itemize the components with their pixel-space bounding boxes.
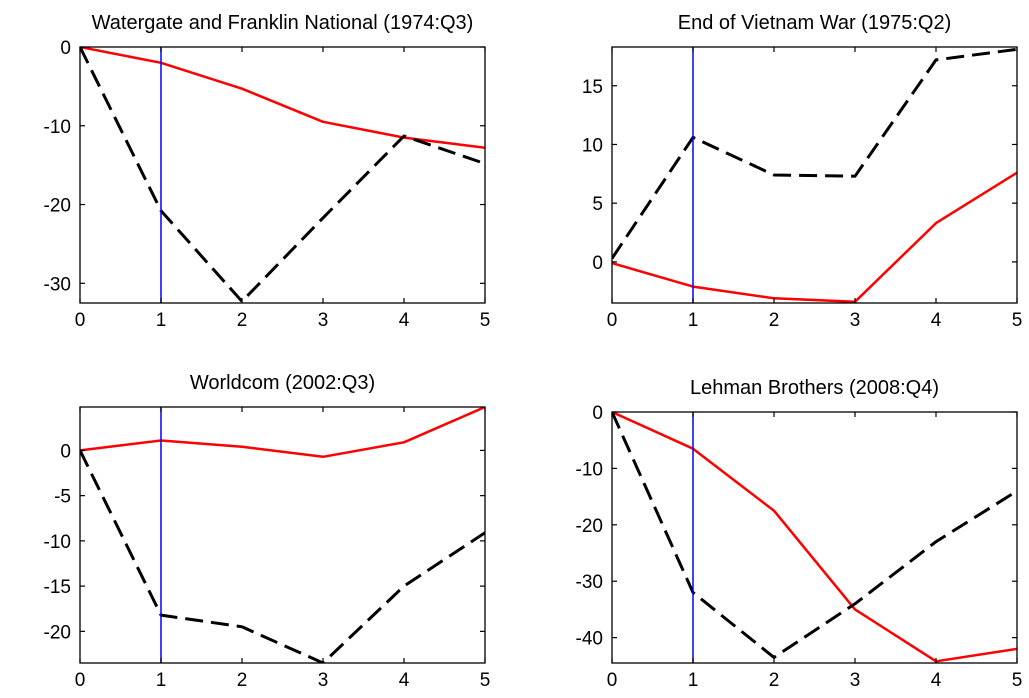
panel-lehman: Lehman Brothers (2008:Q4) 0 1 2 3 4 5 0 -10 -20 -3… [576, 377, 1023, 691]
vietnam-ytick-label: 10 [582, 135, 603, 156]
vietnam-xtick-label: 2 [769, 310, 780, 331]
vietnam-series-red-line [612, 171, 1017, 303]
lehman-xtick-label: 5 [1012, 670, 1023, 691]
watergate-series-black-line [80, 47, 485, 303]
worldcom-ytick-label: -20 [44, 622, 71, 643]
worldcom-xtick-label: 2 [237, 670, 248, 691]
lehman-xtick-label: 4 [931, 670, 942, 691]
lehman-xtick-label: 2 [769, 670, 780, 691]
lehman-axes-box [611, 411, 1018, 664]
vietnam-title: End of Vietnam War (1975:Q2) [678, 12, 951, 34]
watergate-axes-box [79, 46, 486, 304]
lehman-xtick-label: 0 [607, 670, 618, 691]
worldcom-series-red-line [80, 407, 485, 459]
lehman-ytick-label: -10 [576, 459, 603, 480]
panel-watergate: Watergate and Franklin National (1974:Q3… [44, 12, 491, 331]
worldcom-ytick-label: -10 [44, 532, 71, 553]
vietnam-ytick-label: 15 [582, 77, 603, 98]
vietnam-xtick-label: 1 [688, 310, 699, 331]
vietnam-xtick-label: 3 [850, 310, 861, 331]
lehman-series-black-line [612, 412, 1017, 659]
worldcom-xtick-label: 0 [75, 670, 86, 691]
vietnam-xtick-label: 5 [1012, 310, 1023, 331]
vietnam-xtick-label: 0 [607, 310, 618, 331]
watergate-xtick-label: 1 [156, 310, 167, 331]
worldcom-xtick-label: 5 [480, 670, 491, 691]
lehman-ytick-label: -30 [576, 572, 603, 593]
lehman-xtick-label: 3 [850, 670, 861, 691]
panel-worldcom: Worldcom (2002:Q3) 0 1 2 3 4 5 0 -5 -10 -15 -20 [44, 372, 491, 691]
watergate-ytick-label: -20 [44, 196, 71, 217]
worldcom-ytick-label: -15 [44, 577, 71, 598]
panel-vietnam: End of Vietnam War (1975:Q2) 0 1 2 3 4 5 0 5 10 15 [582, 12, 1022, 331]
watergate-xtick-label: 4 [399, 310, 410, 331]
watergate-ytick-label: -30 [44, 274, 71, 295]
worldcom-ytick-label: -5 [54, 487, 71, 508]
worldcom-xtick-label: 3 [318, 670, 329, 691]
vietnam-ytick-label: 0 [592, 253, 603, 274]
vietnam-ytick-label: 5 [592, 194, 603, 215]
vietnam-xtick-label: 4 [931, 310, 942, 331]
worldcom-xtick-label: 1 [156, 670, 167, 691]
lehman-ytick-label: -40 [576, 629, 603, 650]
watergate-ytick-label: -10 [44, 117, 71, 138]
vietnam-series-black-line [612, 47, 1017, 260]
vietnam-axes-box [611, 46, 1018, 304]
watergate-ytick-label: 0 [60, 38, 71, 59]
watergate-title: Watergate and Franklin National (1974:Q3… [92, 12, 474, 34]
worldcom-axes-box [79, 406, 486, 664]
lehman-series-red-line [612, 412, 1017, 663]
lehman-title: Lehman Brothers (2008:Q4) [690, 377, 939, 399]
watergate-xtick-label: 0 [75, 310, 86, 331]
watergate-xtick-label: 5 [480, 310, 491, 331]
lehman-xtick-label: 1 [688, 670, 699, 691]
worldcom-title: Worldcom (2002:Q3) [190, 372, 375, 394]
watergate-series-red-line [80, 47, 485, 150]
lehman-ytick-label: 0 [592, 403, 603, 424]
worldcom-series-black-line [80, 449, 485, 663]
worldcom-ytick-label: 0 [60, 441, 71, 462]
watergate-xtick-label: 3 [318, 310, 329, 331]
watergate-xtick-label: 2 [237, 310, 248, 331]
lehman-ytick-label: -20 [576, 516, 603, 537]
worldcom-xtick-label: 4 [399, 670, 410, 691]
